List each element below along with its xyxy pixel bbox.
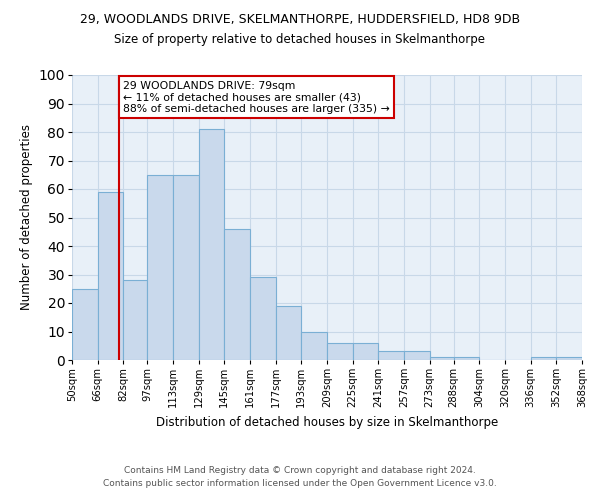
Bar — [327, 343, 353, 360]
Bar — [353, 343, 379, 360]
Bar — [148, 175, 173, 360]
Bar — [72, 289, 98, 360]
Bar — [224, 229, 250, 360]
Text: Size of property relative to detached houses in Skelmanthorpe: Size of property relative to detached ho… — [115, 32, 485, 46]
Text: 29 WOODLANDS DRIVE: 79sqm
← 11% of detached houses are smaller (43)
88% of semi-: 29 WOODLANDS DRIVE: 79sqm ← 11% of detac… — [124, 80, 390, 114]
Text: 29, WOODLANDS DRIVE, SKELMANTHORPE, HUDDERSFIELD, HD8 9DB: 29, WOODLANDS DRIVE, SKELMANTHORPE, HUDD… — [80, 12, 520, 26]
Bar — [275, 306, 301, 360]
Bar — [301, 332, 327, 360]
Bar — [124, 280, 148, 360]
Y-axis label: Number of detached properties: Number of detached properties — [20, 124, 33, 310]
Bar — [173, 175, 199, 360]
Text: Contains HM Land Registry data © Crown copyright and database right 2024.
Contai: Contains HM Land Registry data © Crown c… — [103, 466, 497, 487]
Bar — [404, 352, 430, 360]
Bar — [454, 357, 479, 360]
Bar — [199, 129, 224, 360]
Bar — [530, 357, 556, 360]
Bar — [556, 357, 582, 360]
Bar — [430, 357, 454, 360]
Bar — [250, 278, 275, 360]
Bar — [98, 192, 124, 360]
X-axis label: Distribution of detached houses by size in Skelmanthorpe: Distribution of detached houses by size … — [156, 416, 498, 428]
Bar — [379, 352, 404, 360]
